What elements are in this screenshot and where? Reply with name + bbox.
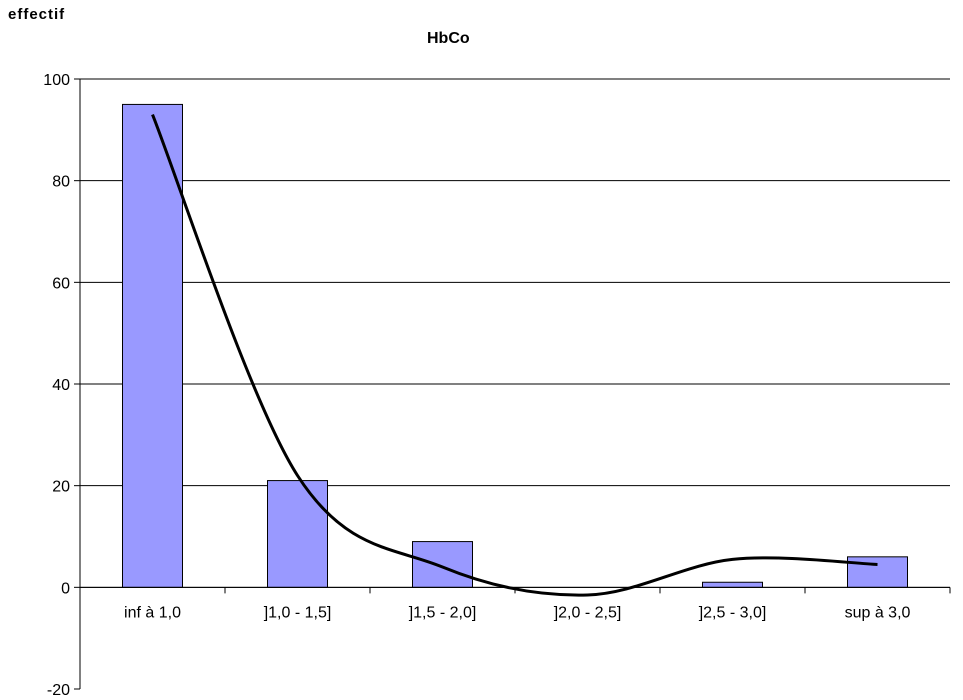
x-tick-label: ]1,5 - 2,0] bbox=[409, 604, 477, 621]
bar bbox=[267, 480, 328, 588]
bar bbox=[412, 541, 473, 588]
x-tick-label: ]1,0 - 1,5] bbox=[264, 604, 332, 621]
bar bbox=[122, 103, 183, 588]
trendline bbox=[151, 114, 878, 597]
y-tick-label: 40 bbox=[52, 377, 70, 394]
bar bbox=[702, 581, 763, 588]
y-tick-label: 60 bbox=[52, 275, 70, 292]
y-tick-label: 20 bbox=[52, 479, 70, 496]
y-tick-label: 0 bbox=[61, 580, 70, 597]
bar bbox=[847, 556, 908, 588]
y-tick-label: -20 bbox=[47, 682, 70, 699]
x-tick-label: ]2,5 - 3,0] bbox=[699, 604, 767, 621]
x-tick-label: sup à 3,0 bbox=[845, 604, 911, 621]
x-tick-label: inf à 1,0 bbox=[124, 604, 181, 621]
y-axis-label: effectif bbox=[8, 6, 66, 23]
y-tick-label: 80 bbox=[52, 174, 70, 191]
y-tick-label: 100 bbox=[43, 72, 70, 89]
x-tick-label: ]2,0 - 2,5] bbox=[554, 604, 622, 621]
chart-title: HbCo bbox=[427, 30, 470, 47]
